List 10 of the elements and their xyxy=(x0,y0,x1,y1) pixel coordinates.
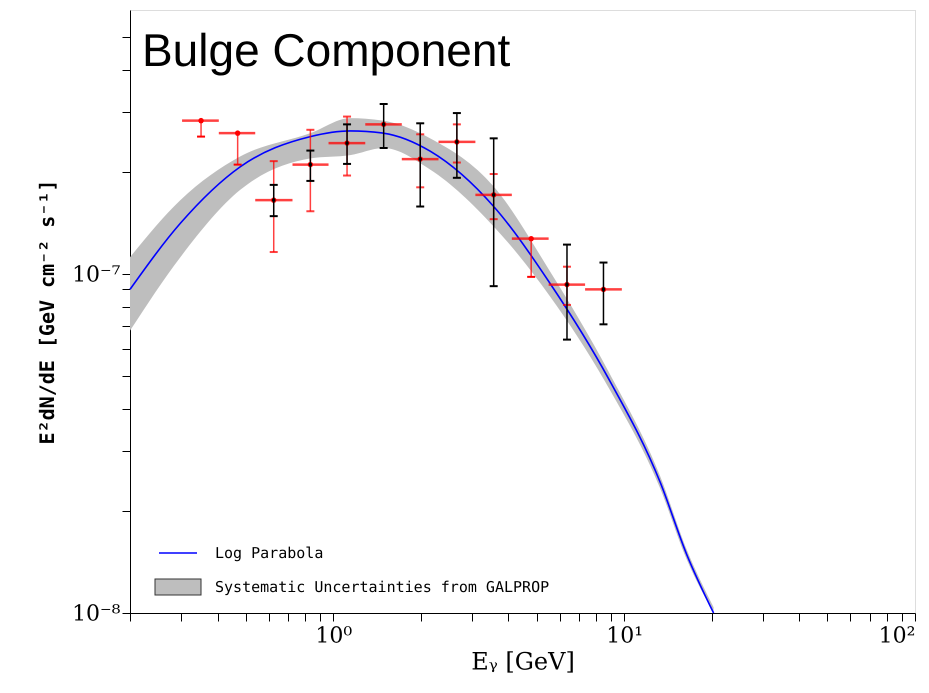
x-tick-label: 10¹ xyxy=(606,624,644,648)
y-tick-label: 10⁻⁷ xyxy=(72,262,121,288)
legend-label: Systematic Uncertainties from GALPROP xyxy=(215,578,550,596)
y-tick-label: 10⁻⁸ xyxy=(72,602,121,626)
x-axis-title: Eᵧ [GeV] xyxy=(471,648,575,676)
x-tick-label: 10⁰ xyxy=(315,624,352,648)
y-axis-title: E²dN/dE [GeV cm⁻² s⁻¹] xyxy=(35,180,60,444)
chart-title: Bulge Component xyxy=(142,24,510,76)
legend-label: Log Parabola xyxy=(215,544,324,562)
x-tick-label: 10² xyxy=(878,624,916,648)
